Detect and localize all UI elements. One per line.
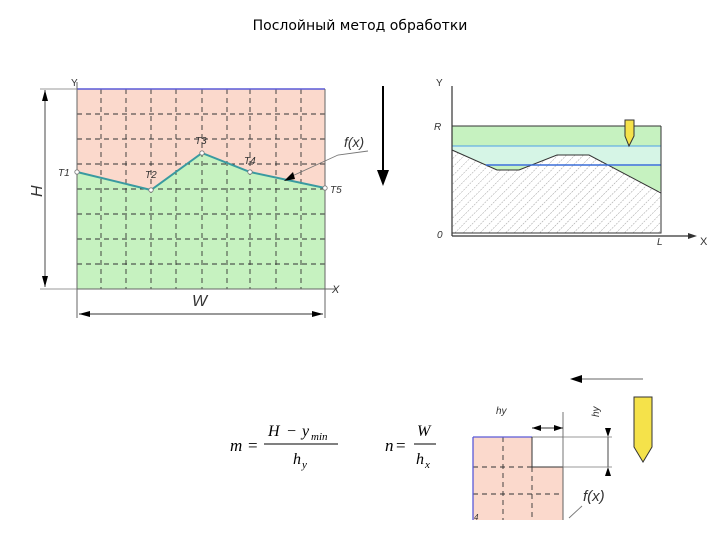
formula-m-num-y: y <box>300 423 310 440</box>
right-diagram: Y R 0 L X <box>434 78 708 248</box>
right-origin-label: 0 <box>437 230 443 241</box>
detail-hy-side-arrow-bottom <box>605 467 611 476</box>
detail-hy-top-label: hy <box>496 406 508 417</box>
fx-leader-line <box>289 150 369 178</box>
label-t5: T5 <box>330 185 342 196</box>
detail-hy-top-arrow-left <box>532 425 541 431</box>
h-arrow-top <box>42 90 48 101</box>
detail-hy-side-label: hy <box>591 405 602 417</box>
formula-m: m = H − y min h y <box>230 423 338 471</box>
formula-m-lhs: m <box>230 436 242 455</box>
fx-leader-arrow <box>284 172 295 181</box>
formula-m-num-h: H <box>267 423 281 440</box>
w-arrow-left <box>79 311 90 317</box>
h-label: H <box>29 185 46 197</box>
label-t1: T1 <box>58 168 70 179</box>
point-t5 <box>322 185 328 191</box>
point-t2 <box>148 187 154 193</box>
detail-grid <box>473 437 563 520</box>
point-t4 <box>247 169 253 175</box>
right-y-label: Y <box>436 78 443 89</box>
detail-fx-leader <box>568 505 583 519</box>
formula-n-den: h <box>416 451 424 468</box>
cutting-tool-icon <box>624 119 635 148</box>
formula-m-num-minus: − <box>287 423 296 440</box>
formula-n: n = W h x <box>385 423 436 471</box>
left-y-label: Y <box>71 78 78 89</box>
right-x-arrow <box>688 233 697 239</box>
left-x-label: X <box>331 284 340 296</box>
formula-m-den: h <box>293 451 301 468</box>
formula-n-num: W <box>417 423 432 440</box>
point-t3 <box>199 150 205 156</box>
left-fx-label: f(x) <box>344 134 364 150</box>
detail-hy-top-arrow-right <box>554 425 563 431</box>
formula-n-lhs: n <box>385 436 394 455</box>
detail-fx-label: f(x) <box>583 488 605 505</box>
workpiece-hatched <box>451 149 662 234</box>
left-grid <box>77 89 325 289</box>
label-t2: T2 <box>145 170 157 181</box>
label-t4: T4 <box>244 156 256 167</box>
detail-corner-label: 4 <box>474 513 479 522</box>
detail-hy-side-arrow-top <box>605 428 611 437</box>
formula-m-den-sub: y <box>301 459 307 471</box>
page-title: Послойный метод обработки <box>252 18 468 34</box>
right-l-label: L <box>657 237 663 248</box>
formula-m-num-sub: min <box>311 431 328 443</box>
right-x-label: X <box>700 236 708 248</box>
formula-n-den-sub: x <box>424 459 430 471</box>
detail-cutting-tool-icon <box>633 396 653 463</box>
formula-n-eq: = <box>396 436 406 455</box>
detail-diagram: hy hy f(x) 4 <box>472 375 653 522</box>
feed-arrow-down <box>377 86 389 186</box>
detail-arrow-left-head <box>570 375 582 383</box>
green-region <box>77 153 325 289</box>
profile-points <box>74 150 328 193</box>
formula-m-eq: = <box>248 436 258 455</box>
w-arrow-right <box>312 311 323 317</box>
h-arrow-bottom <box>42 276 48 287</box>
left-diagram: T1 T2 T3 T4 T5 Y X f(x) H W <box>29 78 369 318</box>
right-r-label: R <box>434 122 441 133</box>
w-label: W <box>192 293 209 310</box>
label-t3: T3 <box>195 136 207 147</box>
point-t1 <box>74 169 80 175</box>
detail-pink-region <box>473 437 563 520</box>
